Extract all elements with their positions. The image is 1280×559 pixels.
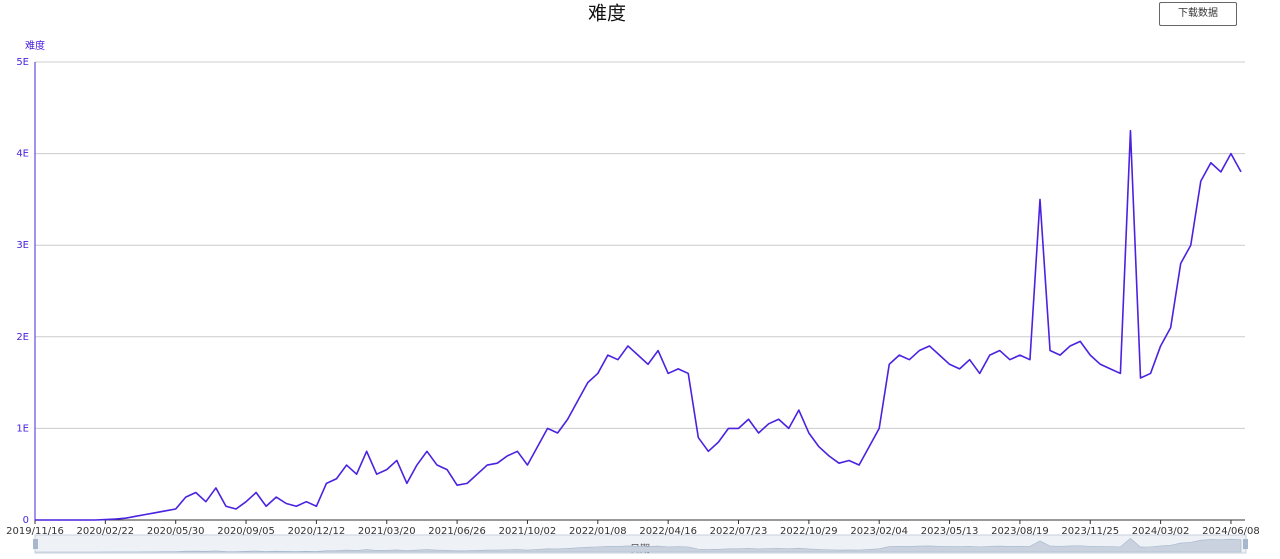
x-tick-label: 2020/12/12 <box>288 526 346 537</box>
y-tick-label: 2E <box>16 332 29 343</box>
x-tick-label: 2021/03/20 <box>358 526 416 537</box>
y-tick-label: 4E <box>16 149 29 160</box>
x-tick-label: 2023/02/04 <box>850 526 908 537</box>
x-tick-label: 2021/10/02 <box>499 526 557 537</box>
x-tick-label: 2024/06/08 <box>1202 526 1260 537</box>
x-tick-label: 2020/05/30 <box>147 526 205 537</box>
zoom-handle[interactable] <box>33 539 38 549</box>
x-tick-label: 2023/05/13 <box>921 526 979 537</box>
y-tick-label: 5E <box>16 57 29 68</box>
x-tick-label: 2021/06/26 <box>428 526 486 537</box>
y-tick-label: 0 <box>23 515 29 526</box>
y-axis-title: 难度 <box>25 39 45 52</box>
x-tick-label: 2024/03/02 <box>1132 526 1190 537</box>
chart-title: 难度 <box>588 3 626 25</box>
x-tick-label: 2023/08/19 <box>991 526 1049 537</box>
x-tick-label: 2022/10/29 <box>780 526 838 537</box>
y-tick-label: 3E <box>16 240 29 251</box>
x-tick-label: 2022/04/16 <box>639 526 697 537</box>
x-tick-label: 2022/07/23 <box>710 526 768 537</box>
x-tick-label: 2022/01/08 <box>569 526 627 537</box>
x-tick-label: 2020/02/22 <box>77 526 135 537</box>
zoom-preview <box>35 538 1242 553</box>
y-tick-label: 1E <box>16 423 29 434</box>
x-tick-label: 2019/11/16 <box>6 526 64 537</box>
x-tick-label: 2023/11/25 <box>1061 526 1119 537</box>
x-tick-label: 2020/09/05 <box>217 526 275 537</box>
zoom-handle[interactable] <box>1243 539 1248 549</box>
download-button[interactable]: 下载数据 <box>1159 2 1237 26</box>
line <box>35 129 1242 521</box>
